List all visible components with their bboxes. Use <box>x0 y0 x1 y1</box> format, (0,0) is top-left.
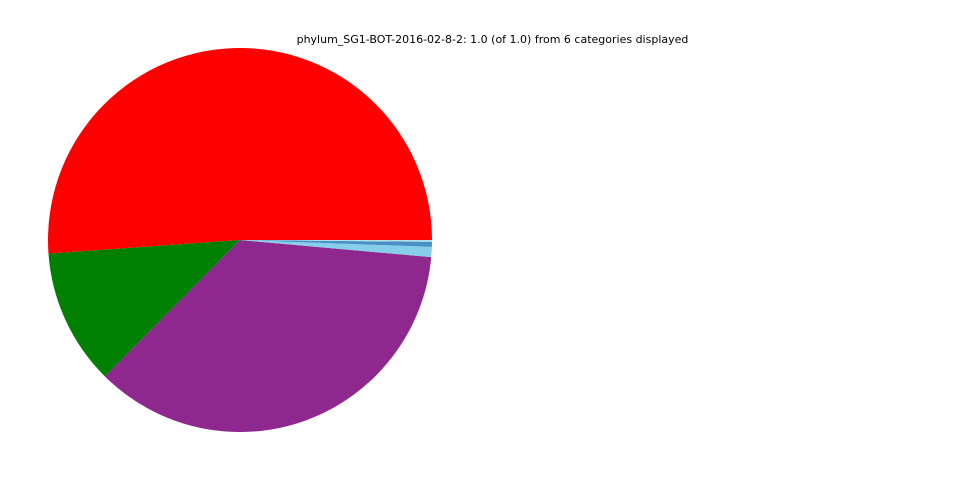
pie-slice-6 <box>240 240 432 242</box>
pie-slice-2 <box>48 240 240 377</box>
pie-slice-5 <box>240 240 432 247</box>
pie-slice-3 <box>104 240 432 432</box>
pie-slice-4 <box>240 240 432 258</box>
chart-title: phylum_SG1-BOT-2016-02-8-2: 1.0 (of 1.0)… <box>296 33 689 46</box>
pie-slice-1 <box>48 47 433 254</box>
